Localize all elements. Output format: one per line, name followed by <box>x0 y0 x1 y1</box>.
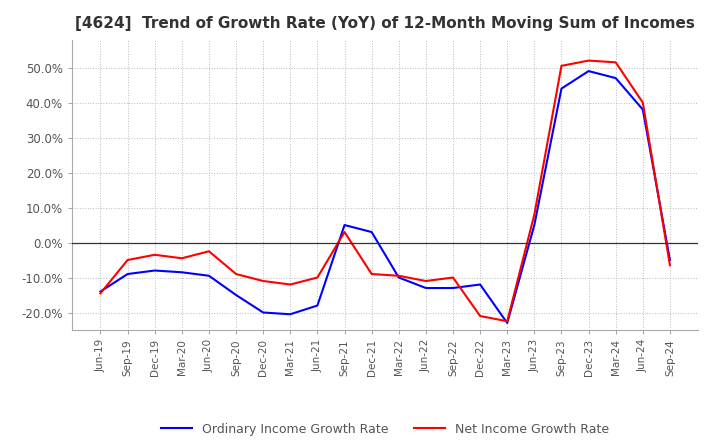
Ordinary Income Growth Rate <box>449 286 457 291</box>
Ordinary Income Growth Rate <box>96 289 105 294</box>
Net Income Growth Rate <box>178 256 186 261</box>
Ordinary Income Growth Rate <box>395 275 403 280</box>
Net Income Growth Rate <box>395 273 403 279</box>
Net Income Growth Rate <box>449 275 457 280</box>
Ordinary Income Growth Rate <box>665 257 674 263</box>
Ordinary Income Growth Rate <box>503 320 511 326</box>
Line: Ordinary Income Growth Rate: Ordinary Income Growth Rate <box>101 71 670 323</box>
Ordinary Income Growth Rate <box>123 271 132 277</box>
Ordinary Income Growth Rate <box>341 222 349 227</box>
Net Income Growth Rate <box>367 271 376 277</box>
Net Income Growth Rate <box>259 279 268 284</box>
Net Income Growth Rate <box>530 212 539 217</box>
Net Income Growth Rate <box>123 257 132 263</box>
Ordinary Income Growth Rate <box>367 229 376 235</box>
Net Income Growth Rate <box>204 249 213 254</box>
Ordinary Income Growth Rate <box>584 69 593 74</box>
Ordinary Income Growth Rate <box>204 273 213 279</box>
Net Income Growth Rate <box>421 279 430 284</box>
Line: Net Income Growth Rate: Net Income Growth Rate <box>101 61 670 321</box>
Net Income Growth Rate <box>665 263 674 268</box>
Ordinary Income Growth Rate <box>313 303 322 308</box>
Ordinary Income Growth Rate <box>421 286 430 291</box>
Net Income Growth Rate <box>150 252 159 257</box>
Net Income Growth Rate <box>611 60 620 65</box>
Net Income Growth Rate <box>639 100 647 105</box>
Ordinary Income Growth Rate <box>476 282 485 287</box>
Legend: Ordinary Income Growth Rate, Net Income Growth Rate: Ordinary Income Growth Rate, Net Income … <box>156 418 614 440</box>
Net Income Growth Rate <box>341 229 349 235</box>
Ordinary Income Growth Rate <box>286 312 294 317</box>
Ordinary Income Growth Rate <box>232 292 240 297</box>
Ordinary Income Growth Rate <box>259 310 268 315</box>
Net Income Growth Rate <box>476 313 485 319</box>
Net Income Growth Rate <box>584 58 593 63</box>
Ordinary Income Growth Rate <box>557 86 566 91</box>
Ordinary Income Growth Rate <box>611 75 620 81</box>
Net Income Growth Rate <box>96 291 105 296</box>
Title: [4624]  Trend of Growth Rate (YoY) of 12-Month Moving Sum of Incomes: [4624] Trend of Growth Rate (YoY) of 12-… <box>76 16 695 32</box>
Net Income Growth Rate <box>313 275 322 280</box>
Net Income Growth Rate <box>557 63 566 69</box>
Net Income Growth Rate <box>232 271 240 277</box>
Net Income Growth Rate <box>286 282 294 287</box>
Ordinary Income Growth Rate <box>150 268 159 273</box>
Ordinary Income Growth Rate <box>639 107 647 112</box>
Net Income Growth Rate <box>503 319 511 324</box>
Ordinary Income Growth Rate <box>178 270 186 275</box>
Ordinary Income Growth Rate <box>530 222 539 227</box>
